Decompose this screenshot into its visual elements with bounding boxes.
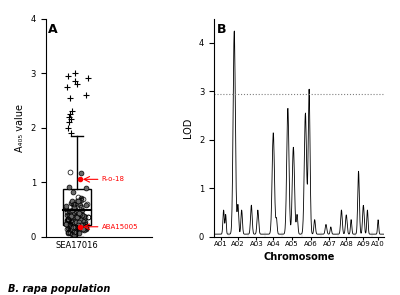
Text: B. rapa population: B. rapa population	[8, 284, 110, 294]
Text: ABA15005: ABA15005	[102, 224, 138, 230]
Text: A: A	[48, 23, 58, 36]
X-axis label: Chromosome: Chromosome	[263, 252, 334, 262]
Text: R-o-18: R-o-18	[102, 176, 125, 182]
Y-axis label: A₄₀₅ value: A₄₀₅ value	[15, 104, 25, 152]
Text: B: B	[217, 23, 227, 36]
Y-axis label: LOD: LOD	[183, 117, 193, 138]
